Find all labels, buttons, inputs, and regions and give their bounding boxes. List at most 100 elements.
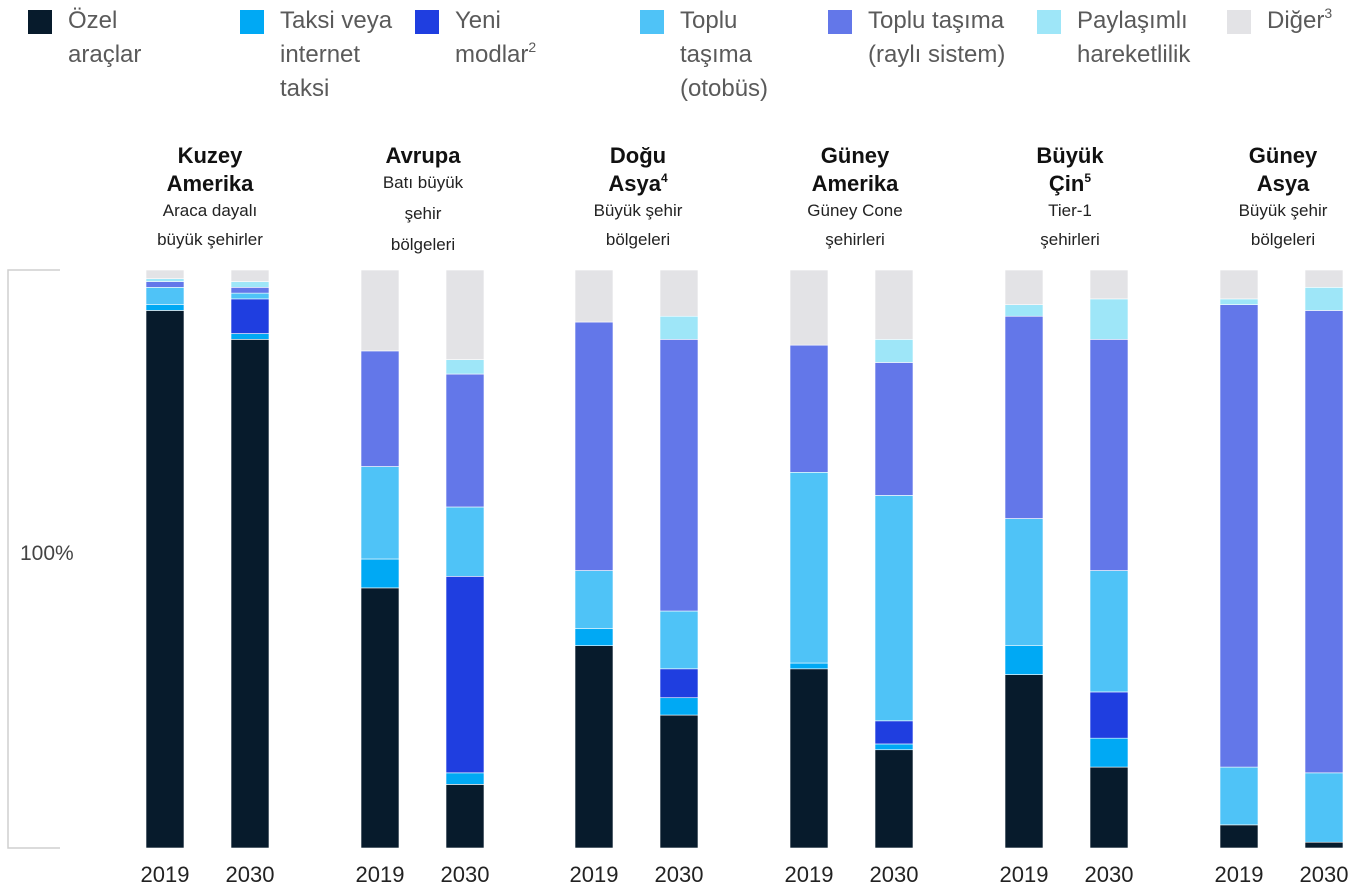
legend-label-shared: Paylaşımlı: [1077, 7, 1188, 34]
region-name: Asya4: [608, 171, 668, 196]
region-header-4: Büyük Çin5 Tier-1 şehirleri: [1036, 143, 1104, 249]
region-footnote: 4: [661, 171, 668, 185]
region-subtitle: Tier-1: [1048, 201, 1092, 220]
bar-segment-rail: [789, 344, 829, 473]
bar-segment-private: [1219, 824, 1259, 849]
bar-segment-other: [1089, 269, 1129, 300]
region-name: Kuzey: [178, 143, 244, 168]
bar-segment-rail: [360, 350, 400, 467]
region-name: Asya: [1257, 171, 1310, 196]
region-name: Avrupa: [386, 143, 462, 168]
legend-swatch-other: [1227, 10, 1251, 34]
region-subtitle: büyük şehirler: [157, 230, 263, 249]
year-label: 2030: [441, 862, 490, 887]
legend-footnote-other: 3: [1324, 5, 1332, 21]
bar-segment-rail: [1219, 304, 1259, 768]
bar-segment-other: [360, 269, 400, 352]
y-axis-label: 100%: [20, 542, 74, 565]
bar-segment-bus: [574, 570, 614, 629]
legend-label-shared: hareketlilik: [1077, 41, 1191, 68]
bar-segment-private: [574, 645, 614, 849]
bar-segment-private: [1004, 674, 1044, 849]
bar-3-2019: [789, 269, 829, 849]
region-subtitle: şehir: [405, 204, 442, 223]
year-label: 2030: [1300, 862, 1349, 887]
bar-segment-bus: [1304, 772, 1344, 843]
bar-segment-rail: [145, 281, 185, 288]
year-label: 2030: [655, 862, 704, 887]
region-subtitle: Güney Cone: [807, 201, 902, 220]
legend-label-new_modes: Yeni: [455, 7, 501, 34]
legend: Özel araçlar Taksi veya internet taksi Yeni mo…: [28, 5, 1332, 102]
region-header-3: Güney Amerika Güney Cone şehirleri: [807, 143, 902, 249]
region-name: Amerika: [167, 171, 255, 196]
bar-segment-private: [145, 310, 185, 849]
region-name: Amerika: [812, 171, 900, 196]
region-header-2: Doğu Asya4 Büyük şehir bölgeleri: [594, 143, 683, 249]
region-name: Güney: [1249, 143, 1318, 168]
legend-item-rail: Toplu taşıma (raylı sistem): [828, 7, 1005, 68]
bar-segment-shared: [874, 339, 914, 363]
bar-segment-other: [574, 269, 614, 323]
region-subtitle: Büyük şehir: [1239, 201, 1328, 220]
bar-segment-shared: [1089, 298, 1129, 340]
bar-segment-other: [1004, 269, 1044, 305]
bar-3-2030: [874, 269, 914, 849]
bar-segment-bus: [1089, 570, 1129, 693]
legend-item-new_modes: Yeni modlar2: [415, 7, 536, 68]
region-footnote: 5: [1084, 171, 1091, 185]
y-axis: 100%: [7, 269, 74, 849]
legend-label-bus: taşıma: [680, 41, 753, 68]
region-subtitle: bölgeleri: [606, 230, 670, 249]
bar-segment-bus: [360, 466, 400, 560]
bar-segment-bus: [874, 495, 914, 722]
bar-segment-shared: [659, 315, 699, 340]
bar-segment-new_modes: [659, 668, 699, 699]
region-subtitle: şehirleri: [825, 230, 885, 249]
legend-label-taxi: internet: [280, 41, 360, 68]
bar-4-2030: [1089, 269, 1129, 849]
bar-segment-shared: [1004, 304, 1044, 317]
legend-item-other: Diğer3: [1227, 5, 1332, 34]
bar-segment-rail: [574, 321, 614, 571]
y-axis-bracket: [7, 269, 60, 849]
legend-label-rail: Toplu taşıma: [868, 7, 1005, 34]
bar-segment-bus: [1219, 766, 1259, 826]
bar-segment-shared: [1219, 298, 1259, 305]
bar-segment-private: [445, 784, 485, 849]
bar-segment-private: [230, 339, 270, 849]
bar-5-2019: [1219, 269, 1259, 849]
bar-segment-taxi: [659, 697, 699, 716]
bar-segment-bus: [1004, 518, 1044, 646]
bar-segment-bus: [445, 506, 485, 577]
region-header-0: Kuzey Amerika Araca dayalı büyük şehirler: [157, 143, 263, 249]
region-name: Çin5: [1049, 171, 1091, 196]
region-subtitle: Büyük şehir: [594, 201, 683, 220]
region-subtitle: bölgeleri: [1251, 230, 1315, 249]
bar-segment-other: [659, 269, 699, 317]
legend-swatch-rail: [828, 10, 852, 34]
year-label: 2019: [785, 862, 834, 887]
legend-item-private: Özel araçlar: [28, 7, 141, 68]
bar-segment-taxi: [574, 628, 614, 646]
bar-2-2030: [659, 269, 699, 849]
bar-0-2030: [230, 269, 270, 849]
region-name: Güney: [821, 143, 890, 168]
legend-item-bus: Toplu taşıma (otobüs): [640, 7, 768, 102]
legend-label-new_modes: modlar2: [455, 39, 536, 68]
bars: [145, 269, 1344, 849]
bar-5-2030: [1304, 269, 1344, 849]
year-label: 2019: [1215, 862, 1264, 887]
bar-1-2030: [445, 269, 485, 849]
bar-segment-bus: [145, 287, 185, 305]
bar-segment-private: [360, 587, 400, 849]
legend-label-private: araçlar: [68, 41, 141, 68]
bar-1-2019: [360, 269, 400, 849]
legend-swatch-new_modes: [415, 10, 439, 34]
bar-segment-new_modes: [874, 720, 914, 745]
region-subtitle: Araca dayalı: [163, 201, 258, 220]
year-label: 2030: [870, 862, 919, 887]
bar-segment-other: [1304, 269, 1344, 288]
bar-segment-rail: [1304, 310, 1344, 774]
